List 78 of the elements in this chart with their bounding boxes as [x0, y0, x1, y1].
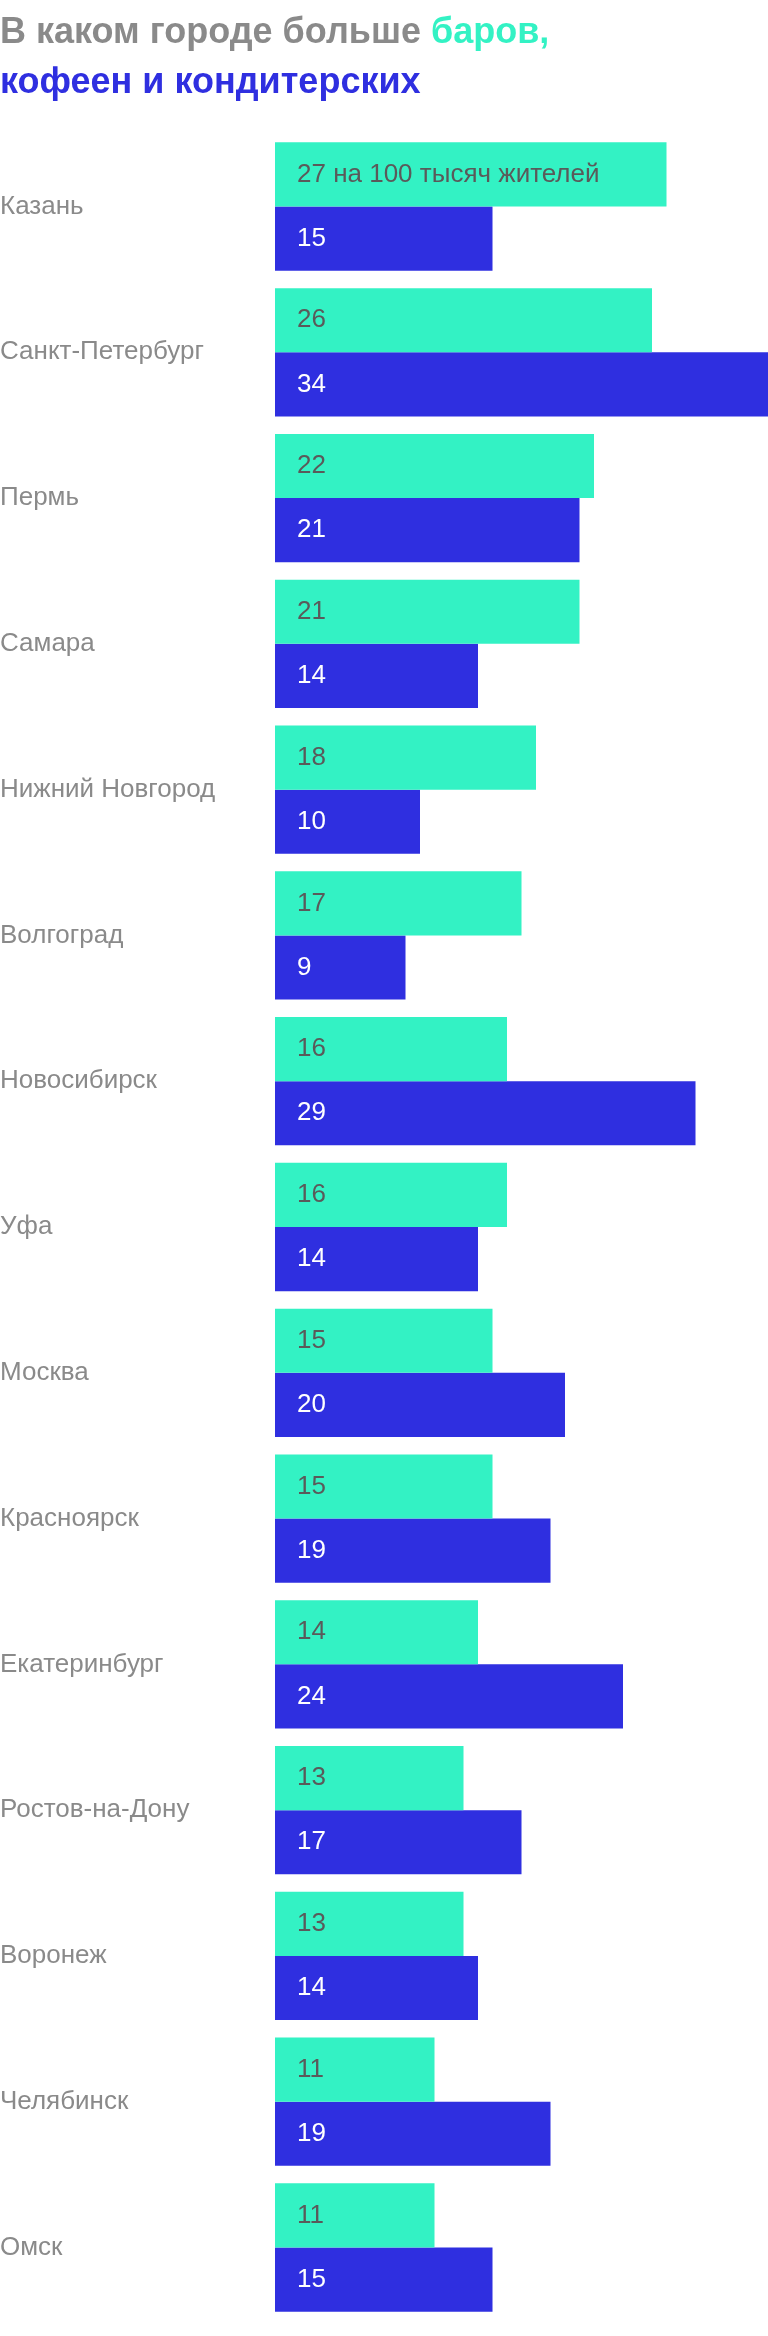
- bar: [275, 725, 536, 790]
- y-tick-label: Уфа: [0, 1210, 53, 1241]
- bar: [275, 1955, 478, 2021]
- bar: [275, 871, 522, 936]
- data-label: 16: [297, 1178, 326, 1209]
- data-label: 27 на 100 тысяч жителей: [297, 157, 600, 188]
- text: кофеен и кондитерских: [0, 60, 421, 101]
- bar: [275, 2183, 435, 2248]
- bar: [275, 2101, 551, 2166]
- y-tick-label: Санкт-Петербург: [0, 335, 204, 366]
- y-tick-label: Омск: [0, 2230, 64, 2261]
- bar: [275, 935, 406, 1000]
- bar: [275, 1081, 696, 1146]
- data-label: 26: [297, 303, 326, 334]
- bar: [275, 206, 493, 271]
- data-label: 15: [297, 221, 326, 252]
- bar: [275, 2037, 435, 2102]
- y-tick-label: Новосибирск: [0, 1064, 158, 1095]
- data-label: 10: [297, 804, 326, 835]
- data-label: 11: [297, 2052, 324, 2083]
- data-label: 13: [297, 1907, 326, 1938]
- data-label: 14: [297, 1242, 326, 1273]
- bar: [275, 579, 580, 644]
- data-label: 18: [297, 740, 326, 771]
- data-label: 34: [297, 367, 326, 398]
- bar: [275, 1746, 464, 1811]
- bar: [275, 433, 594, 499]
- bar: [275, 498, 580, 563]
- bar: [275, 1891, 464, 1956]
- bar: [275, 789, 420, 854]
- y-tick-label: Воронеж: [0, 1939, 108, 1970]
- data-label: 14: [297, 1971, 326, 2002]
- data-label: 21: [297, 594, 326, 625]
- y-tick-label: Екатеринбург: [0, 1647, 164, 1678]
- bar: [275, 142, 667, 207]
- y-tick-label: Самара: [0, 627, 96, 658]
- data-label: 19: [297, 1533, 326, 1564]
- y-tick-label: Челябинск: [0, 2084, 129, 2115]
- data-label: 14: [297, 1615, 326, 1646]
- data-label: 17: [297, 1825, 326, 1856]
- data-label: 21: [297, 513, 326, 544]
- data-label: 11: [297, 2198, 324, 2229]
- bar: [275, 1227, 478, 1292]
- chart-title: В каком городе больше: [0, 10, 421, 51]
- bar: [275, 643, 478, 708]
- bar: [275, 288, 652, 353]
- bar: [275, 352, 768, 417]
- text: баров,: [431, 10, 550, 51]
- data-label: 16: [297, 1032, 326, 1063]
- data-label: 24: [297, 1679, 326, 1710]
- data-label: 15: [297, 2262, 326, 2293]
- y-tick-label: Ростов-на-Дону: [0, 1793, 190, 1824]
- bar: [275, 2247, 493, 2312]
- y-tick-label: Нижний Новгород: [0, 772, 216, 803]
- bar: [275, 1518, 551, 1583]
- bar: [275, 1372, 565, 1437]
- bar: [275, 1810, 522, 1875]
- data-label: 19: [297, 2116, 326, 2147]
- data-label: 29: [297, 1096, 326, 1127]
- data-label: 17: [297, 886, 326, 917]
- data-label: 15: [297, 1323, 326, 1354]
- data-label: 20: [297, 1388, 326, 1419]
- data-label: 22: [297, 449, 326, 480]
- bar: [275, 1600, 478, 1665]
- y-tick-label: Волгоград: [0, 918, 124, 949]
- bar: [275, 1308, 493, 1373]
- y-tick-label: Москва: [0, 1355, 90, 1386]
- bar: [275, 1162, 507, 1227]
- bar: [275, 1664, 623, 1729]
- bar: [275, 1017, 507, 1082]
- data-label: 13: [297, 1761, 326, 1792]
- bar: [275, 1454, 493, 1519]
- y-tick-label: Красноярск: [0, 1501, 140, 1532]
- data-label: 9: [297, 950, 312, 981]
- y-tick-label: Казань: [0, 189, 84, 220]
- y-tick-label: Пермь: [0, 481, 80, 512]
- data-label: 15: [297, 1469, 326, 1500]
- data-label: 14: [297, 659, 326, 690]
